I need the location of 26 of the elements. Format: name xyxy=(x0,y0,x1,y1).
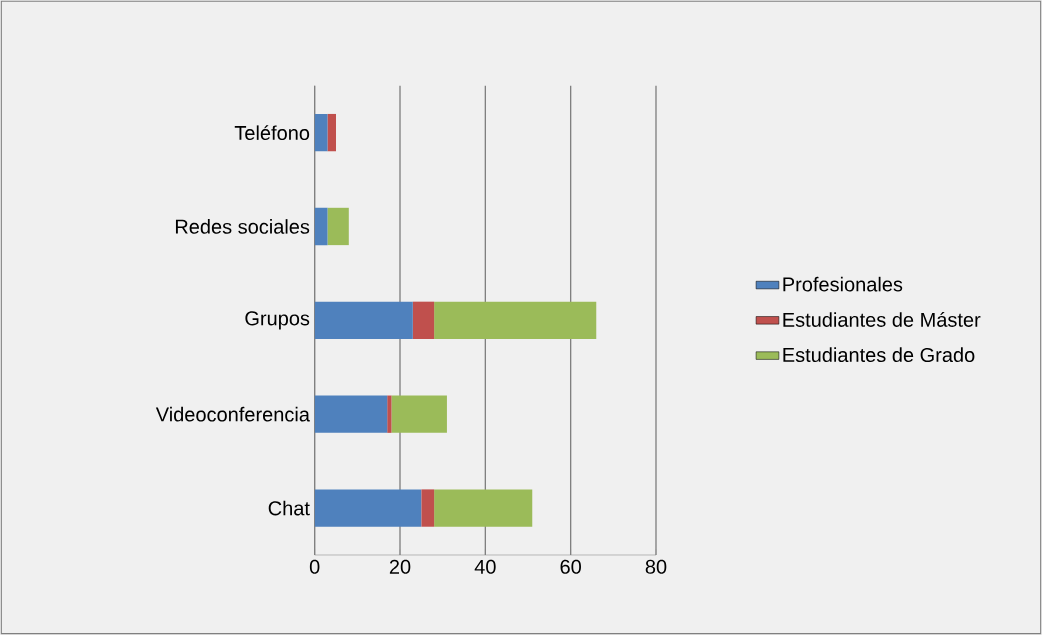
bar xyxy=(314,489,422,527)
x-tick-label: 80 xyxy=(645,559,667,574)
legend-label: Estudiantes de Grado xyxy=(783,347,975,363)
bar xyxy=(314,395,388,433)
bar xyxy=(314,113,328,152)
x-tick-label: 20 xyxy=(389,559,411,574)
bar xyxy=(434,489,533,527)
bar xyxy=(434,301,597,339)
bar xyxy=(391,395,447,433)
x-tick-label: 0 xyxy=(309,559,320,574)
legend-label: Profesionales xyxy=(783,276,903,292)
bar xyxy=(387,395,392,433)
bar xyxy=(421,489,435,527)
y-tick-label: Grupos xyxy=(245,311,310,330)
bar xyxy=(314,301,413,339)
bar xyxy=(327,207,349,246)
y-tick-label: Chat xyxy=(268,500,310,516)
y-tick-label: Teléfono xyxy=(234,125,310,141)
y-tick-label: Videoconferencia xyxy=(155,406,310,422)
bar xyxy=(327,113,336,152)
legend-label: Estudiantes de Máster xyxy=(783,311,981,327)
x-tick-label: 40 xyxy=(474,559,496,574)
x-tick-label: 60 xyxy=(560,559,581,574)
bar xyxy=(314,207,328,246)
bar xyxy=(412,301,435,339)
y-tick-label: Redes sociales xyxy=(175,219,310,234)
